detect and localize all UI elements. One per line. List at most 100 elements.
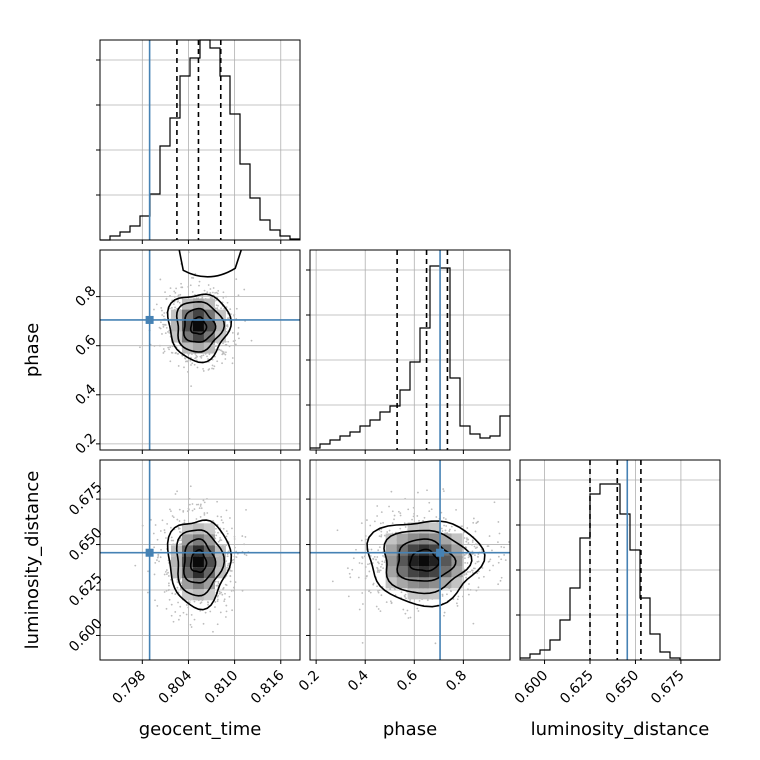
sample-point [370,548,373,551]
sample-point [167,330,169,333]
sample-point [467,554,470,556]
sample-point [474,554,476,557]
density-cell [170,556,182,568]
sample-point [446,593,448,596]
sample-point [215,291,218,294]
sample-point [185,613,188,616]
sample-point [191,276,193,279]
sample-point [203,501,206,504]
sample-point [467,588,469,591]
sample-point [243,288,246,291]
sample-point [445,525,448,527]
sample-point [474,530,477,533]
sample-point [176,518,179,521]
density-cell [181,331,193,343]
sample-point [473,545,476,548]
sample-point [407,508,410,511]
sample-point [491,549,493,552]
sample-point [497,541,499,544]
sample-point [406,609,409,612]
sample-point [165,298,168,300]
sample-point [193,618,196,621]
sample-point [214,606,216,608]
sample-point [216,515,219,518]
sample-point [407,617,410,619]
density-cell [440,555,452,567]
sample-point [442,517,445,519]
sample-point [191,503,194,505]
sample-point [181,286,184,289]
sample-point [232,589,235,592]
sample-point [222,342,224,345]
sample-point [237,326,240,329]
sample-point [404,593,407,596]
sample-point [380,594,383,597]
sample-point [216,584,219,587]
sample-point [229,308,232,311]
x-tick-label: 0.650 [603,668,643,708]
sample-point [503,546,505,549]
sample-point [199,505,202,507]
sample-point [177,365,180,367]
sample-point [174,306,176,309]
sample-point [368,570,371,573]
sample-point [141,524,144,527]
density-cell [192,556,204,568]
sample-point [195,354,198,357]
sample-point [183,366,185,369]
sample-point [225,610,228,613]
sample-point [226,532,229,535]
sample-point [164,332,167,335]
sample-point [382,521,384,524]
sample-point [157,555,160,557]
sample-point [162,348,165,350]
sample-point [399,512,402,515]
sample-point [178,527,181,530]
sample-point [442,488,445,490]
sample-point [500,576,503,579]
density-cell [203,589,215,601]
density-cell [407,577,419,589]
panel-frame [99,459,301,661]
sample-point [197,503,200,506]
sample-point [388,529,391,532]
sample-point [188,503,191,506]
sample-point [504,559,507,562]
sample-point [189,284,192,287]
sample-point [403,522,406,525]
histogram-phase [309,249,511,451]
x-axis-label: geocent_time [139,719,262,740]
sample-point [418,519,420,522]
sample-point [245,554,248,557]
sample-point [191,362,194,365]
sample-point [382,555,384,557]
sample-point [201,296,204,299]
sample-point [211,364,214,367]
density-phase-luminosity_distance [318,488,510,645]
sample-point [170,510,172,513]
density-cell [181,534,193,546]
sample-point [390,490,393,493]
sample-point [232,558,235,561]
sample-point [233,535,236,538]
sample-point [179,614,182,617]
contour-line [366,520,486,608]
sample-point [164,570,167,573]
sample-point [211,358,214,361]
sample-point [159,530,162,532]
x-axis-label: luminosity_distance [531,719,710,740]
sample-point [214,345,217,348]
sample-point [157,553,160,556]
sample-point [378,589,381,592]
sample-point [417,491,419,494]
sample-point [216,500,219,503]
sample-point [231,331,234,334]
panel-grid-phase [306,250,510,454]
contour-line [182,538,217,584]
density-cell [440,533,452,545]
sample-point [500,545,503,548]
sample-point [209,288,212,290]
sample-point [440,527,443,530]
contour-line [175,300,226,353]
sample-point [217,531,219,534]
